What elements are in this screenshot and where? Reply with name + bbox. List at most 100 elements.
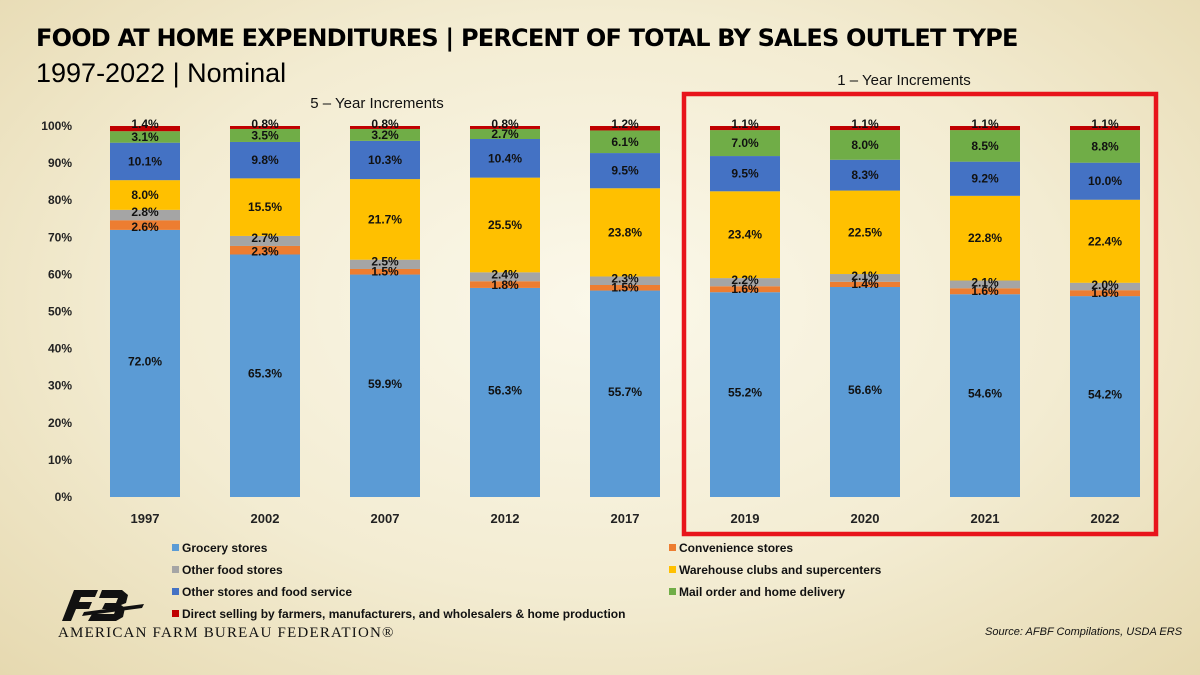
bar-segment-convenience-stores-2019 xyxy=(710,286,780,293)
chart-title: FOOD AT HOME EXPENDITURES | PERCENT OF T… xyxy=(36,24,1018,52)
data-label-other-stores-and-food-service-2022: 10.0% xyxy=(1088,174,1122,188)
data-label-direct-selling-by-farmers-manufacturers--2021: 1.1% xyxy=(971,117,999,131)
x-tick-label-2019: 2019 xyxy=(731,511,760,526)
bar-segment-warehouse-clubs-and-supercenters-1997 xyxy=(110,180,180,210)
bar-segment-other-food-stores-2019 xyxy=(710,278,780,287)
y-tick-label: 80% xyxy=(48,193,72,207)
x-tick-label-2022: 2022 xyxy=(1091,511,1120,526)
legend-label-direct-selling-by-farmers-manufacturers-: Direct selling by farmers, manufacturers… xyxy=(182,607,625,621)
y-tick-label: 70% xyxy=(48,230,72,244)
bar-segment-convenience-stores-2020 xyxy=(830,281,900,288)
bar-segment-warehouse-clubs-and-supercenters-2007 xyxy=(350,179,420,260)
data-label-grocery-stores-2021: 54.6% xyxy=(968,387,1002,401)
data-label-direct-selling-by-farmers-manufacturers--2017: 1.2% xyxy=(611,117,639,131)
x-tick-label-2007: 2007 xyxy=(371,511,400,526)
bar-segment-direct-selling-by-farmers-manufacturers--2002 xyxy=(230,126,300,129)
bar-segment-convenience-stores-2007 xyxy=(350,268,420,275)
five-year-increments-label: 5 – Year Increments xyxy=(310,95,443,112)
bar-segment-warehouse-clubs-and-supercenters-2021 xyxy=(950,195,1020,281)
bar-segment-mail-order-and-home-delivery-2019 xyxy=(710,130,780,157)
data-label-warehouse-clubs-and-supercenters-2019: 23.4% xyxy=(728,228,762,242)
legend-label-warehouse-clubs-and-supercenters: Warehouse clubs and supercenters xyxy=(679,563,882,577)
bar-segment-mail-order-and-home-delivery-1997 xyxy=(110,131,180,143)
legend-swatch-grocery-stores xyxy=(172,544,179,551)
data-label-direct-selling-by-farmers-manufacturers--2020: 1.1% xyxy=(851,117,879,131)
bar-segment-warehouse-clubs-and-supercenters-2012 xyxy=(470,177,540,273)
data-label-warehouse-clubs-and-supercenters-1997: 8.0% xyxy=(131,188,159,202)
bar-segment-other-food-stores-2012 xyxy=(470,272,540,282)
data-label-direct-selling-by-farmers-manufacturers--2002: 0.8% xyxy=(251,117,279,131)
legend-swatch-convenience-stores xyxy=(669,544,676,551)
bar-segment-mail-order-and-home-delivery-2007 xyxy=(350,128,420,141)
data-label-convenience-stores-2017: 1.5% xyxy=(611,281,639,295)
legend-swatch-other-food-stores xyxy=(172,566,179,573)
data-label-other-stores-and-food-service-2012: 10.4% xyxy=(488,151,522,165)
legend-label-other-food-stores: Other food stores xyxy=(182,563,283,577)
data-label-convenience-stores-2020: 1.4% xyxy=(851,277,879,291)
bar-segment-other-stores-and-food-service-2012 xyxy=(470,138,540,178)
bar-segment-other-food-stores-2002 xyxy=(230,235,300,246)
data-label-warehouse-clubs-and-supercenters-2012: 25.5% xyxy=(488,218,522,232)
data-label-warehouse-clubs-and-supercenters-2020: 22.5% xyxy=(848,225,882,239)
data-label-convenience-stores-2012: 1.8% xyxy=(491,278,519,292)
bar-segment-direct-selling-by-farmers-manufacturers--2020 xyxy=(830,126,900,131)
bar-segment-other-food-stores-2020 xyxy=(830,274,900,282)
data-label-other-stores-and-food-service-1997: 10.1% xyxy=(128,154,162,168)
bar-segment-other-food-stores-2007 xyxy=(350,259,420,269)
data-label-direct-selling-by-farmers-manufacturers--2019: 1.1% xyxy=(731,117,759,131)
bar-segment-convenience-stores-2002 xyxy=(230,245,300,255)
one-year-increments-label: 1 – Year Increments xyxy=(837,72,970,89)
data-label-other-stores-and-food-service-2019: 9.5% xyxy=(731,167,759,181)
legend-swatch-direct-selling-by-farmers-manufacturers- xyxy=(172,610,179,617)
bar-segment-direct-selling-by-farmers-manufacturers--2019 xyxy=(710,126,780,131)
y-tick-label: 90% xyxy=(48,156,72,170)
data-label-mail-order-and-home-delivery-2002: 3.5% xyxy=(251,128,279,142)
bar-segment-other-food-stores-2021 xyxy=(950,280,1020,289)
y-tick-label: 60% xyxy=(48,267,72,281)
chart-subtitle: 1997-2022 | Nominal xyxy=(36,58,287,88)
y-tick-label: 10% xyxy=(48,453,72,467)
bar-segment-grocery-stores-1997 xyxy=(110,229,180,497)
data-label-warehouse-clubs-and-supercenters-2002: 15.5% xyxy=(248,200,282,214)
data-label-grocery-stores-2007: 59.9% xyxy=(368,377,402,391)
data-label-grocery-stores-2012: 56.3% xyxy=(488,383,522,397)
legend: Grocery stores Convenience stores Other fo… xyxy=(172,541,882,621)
data-label-mail-order-and-home-delivery-2007: 3.2% xyxy=(371,128,399,142)
data-label-other-food-stores-2007: 2.5% xyxy=(371,255,399,269)
data-label-other-food-stores-2020: 2.1% xyxy=(851,269,879,283)
data-label-other-food-stores-1997: 2.8% xyxy=(131,205,159,219)
bar-segment-convenience-stores-2022 xyxy=(1070,290,1140,297)
legend-swatch-mail-order-and-home-delivery xyxy=(669,588,676,595)
bar-segment-grocery-stores-2022 xyxy=(1070,296,1140,497)
bar-segment-grocery-stores-2020 xyxy=(830,287,900,497)
legend-swatch-warehouse-clubs-and-supercenters xyxy=(669,566,676,573)
y-tick-label: 50% xyxy=(48,305,72,319)
data-label-warehouse-clubs-and-supercenters-2007: 21.7% xyxy=(368,212,402,226)
data-label-direct-selling-by-farmers-manufacturers--2007: 0.8% xyxy=(371,117,399,131)
data-label-mail-order-and-home-delivery-1997: 3.1% xyxy=(131,130,159,144)
data-label-grocery-stores-2022: 54.2% xyxy=(1088,388,1122,402)
bar-segment-grocery-stores-2002 xyxy=(230,254,300,497)
bar-segment-convenience-stores-1997 xyxy=(110,220,180,230)
data-label-convenience-stores-1997: 2.6% xyxy=(131,220,159,234)
data-label-other-food-stores-2021: 2.1% xyxy=(971,275,999,289)
bar-segment-direct-selling-by-farmers-manufacturers--2021 xyxy=(950,126,1020,131)
bar-segment-grocery-stores-2012 xyxy=(470,287,540,497)
data-label-warehouse-clubs-and-supercenters-2017: 23.8% xyxy=(608,225,642,239)
data-label-mail-order-and-home-delivery-2017: 6.1% xyxy=(611,135,639,149)
bar-segment-other-food-stores-1997 xyxy=(110,209,180,221)
bar-segment-mail-order-and-home-delivery-2021 xyxy=(950,130,1020,162)
bar-segment-direct-selling-by-farmers-manufacturers--2007 xyxy=(350,126,420,129)
data-label-convenience-stores-2007: 1.5% xyxy=(371,265,399,279)
data-label-other-food-stores-2012: 2.4% xyxy=(491,267,519,281)
data-label-mail-order-and-home-delivery-2021: 8.5% xyxy=(971,139,999,153)
bar-segment-other-stores-and-food-service-2020 xyxy=(830,159,900,191)
bar-segment-warehouse-clubs-and-supercenters-2022 xyxy=(1070,199,1140,283)
data-label-mail-order-and-home-delivery-2019: 7.0% xyxy=(731,136,759,150)
x-tick-label-2020: 2020 xyxy=(851,511,880,526)
data-label-other-food-stores-2017: 2.3% xyxy=(611,271,639,285)
x-tick-label-2012: 2012 xyxy=(491,511,520,526)
legend-label-other-stores-and-food-service: Other stores and food service xyxy=(182,585,352,599)
data-label-direct-selling-by-farmers-manufacturers--2012: 0.8% xyxy=(491,117,519,131)
